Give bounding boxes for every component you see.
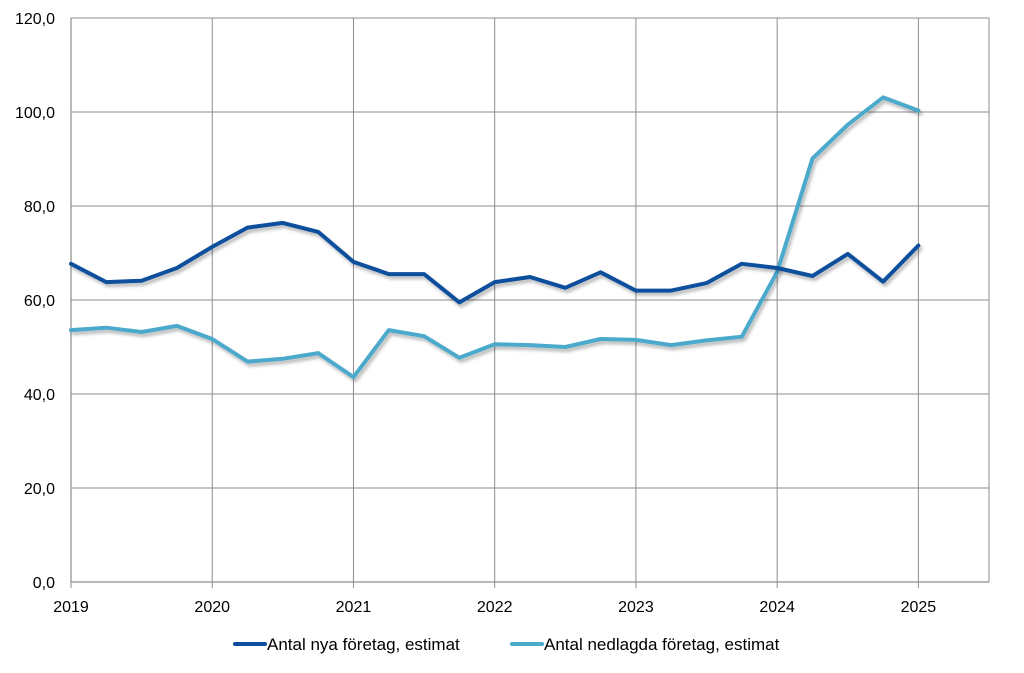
y-tick-label: 100,0 <box>15 105 55 122</box>
y-tick-label: 20,0 <box>24 481 55 498</box>
x-tick-label: 2023 <box>618 599 654 616</box>
x-tick-label: 2022 <box>477 599 513 616</box>
y-tick-label: 0,0 <box>33 575 55 592</box>
legend-label: Antal nya företag, estimat <box>267 635 460 654</box>
grid-layer <box>70 17 990 588</box>
x-tick-label: 2020 <box>194 599 230 616</box>
x-tick-label: 2024 <box>759 599 795 616</box>
y-tick-label: 60,0 <box>24 293 55 310</box>
x-tick-label: 2025 <box>901 599 937 616</box>
x-tick-label: 2021 <box>336 599 372 616</box>
series-line-1 <box>69 220 921 305</box>
series-layer <box>69 95 921 380</box>
y-tick-label: 80,0 <box>24 199 55 216</box>
axis-layer: 0,0 20,0 40,0 60,0 80,0 100,0 120,0 2019 2020 202… <box>15 11 989 616</box>
series-line-2 <box>69 95 921 380</box>
legend: Antal nya företag, estimat Antal nedlagda… <box>233 635 780 654</box>
x-tick-label: 2019 <box>53 599 89 616</box>
y-tick-label: 40,0 <box>24 387 55 404</box>
y-tick-label: 120,0 <box>15 11 55 28</box>
legend-label: Antal nedlagda företag, estimat <box>544 635 780 654</box>
